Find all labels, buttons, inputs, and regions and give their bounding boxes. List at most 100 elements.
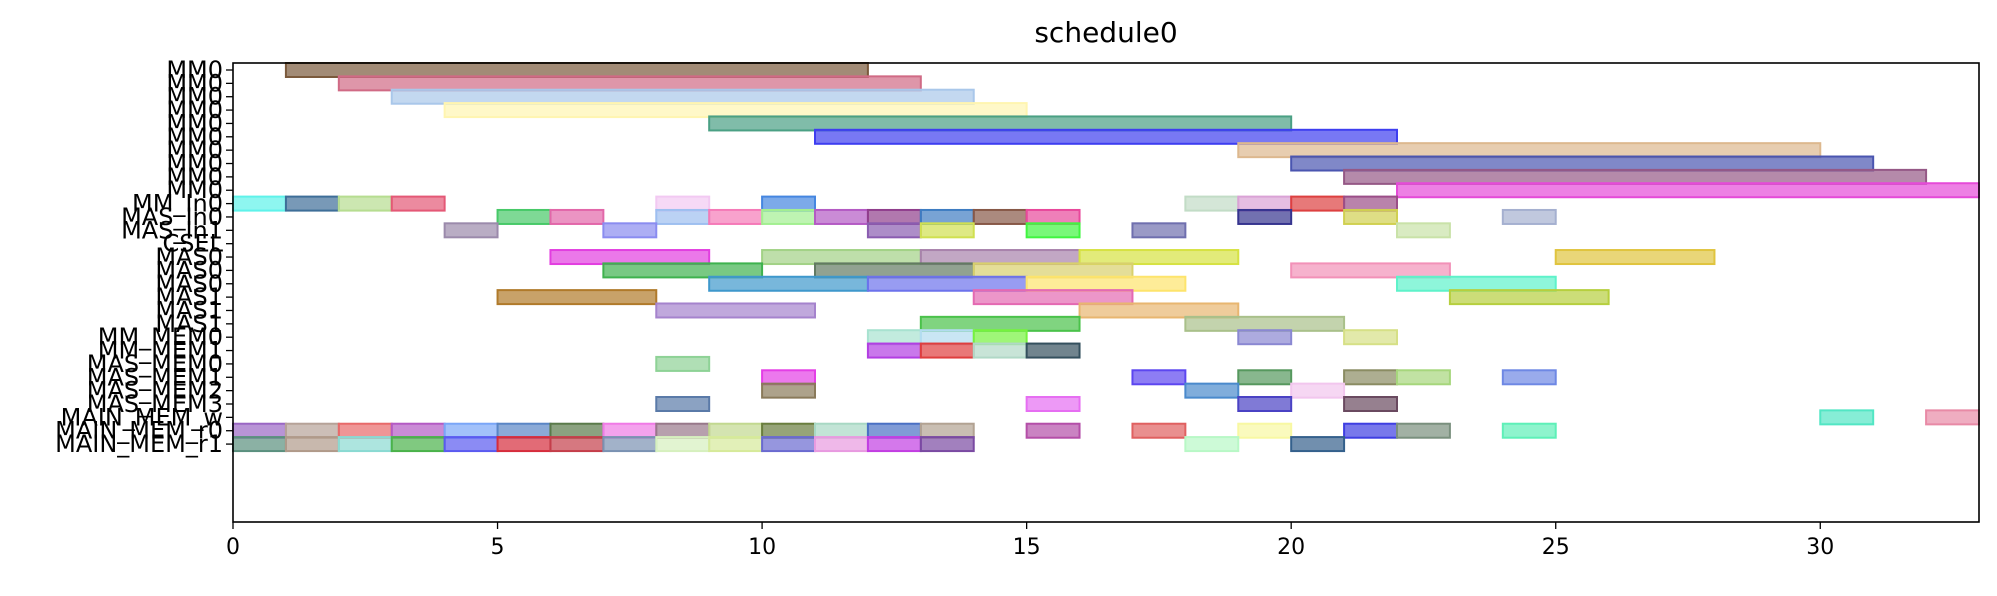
gantt-bar [814,436,869,453]
gantt-bar [972,342,1028,359]
y-tick-label: MM0 [166,109,223,137]
gantt-bar [866,329,922,346]
gantt-bar [761,208,816,225]
gantt-bar [602,422,658,439]
gantt-bar [496,289,658,306]
plot-frame [232,62,1980,523]
gantt-bar [1396,422,1451,439]
gantt-bar [866,422,922,439]
x-tick-label: 0 [226,535,240,560]
y-tick-label: MM0 [166,96,223,124]
gantt-bar [919,436,975,453]
gantt-bar [496,208,552,225]
gantt-bar [1237,422,1293,439]
gantt-bar [549,249,711,266]
gantt-bar [1025,342,1081,359]
gantt-bar [866,208,922,225]
gantt-bar [919,342,975,359]
y-tick-label: MM0 [166,163,223,191]
gantt-bar [1925,409,1981,426]
gantt-bar [919,208,975,225]
gantt-bar [919,422,975,439]
gantt-bar [866,275,1028,292]
gantt-bar [496,436,552,453]
gantt-bar [1290,436,1346,453]
gantt-bar [972,289,1134,306]
gantt-bar [1819,409,1875,426]
gantt-bar [814,128,1398,145]
bars-layer [232,62,1981,453]
gantt-bar [761,249,922,266]
y-tick-label: MAS1 [155,283,223,311]
gantt-bar [761,436,816,453]
gantt-bar [1184,315,1346,332]
gantt-bar [655,302,816,319]
gantt-bar [708,275,869,292]
gantt-bar [549,208,605,225]
y-tick-label: MAS1 [155,296,223,324]
gantt-bar [1290,262,1451,279]
gantt-bar [1237,396,1293,412]
y-tick-label: MAS0 [155,243,223,271]
gantt-bar [1448,289,1610,306]
y-tick-label: MAS_MEM1 [87,363,223,391]
gantt-bar [814,208,869,225]
y-tick-label: MAS0 [155,256,223,284]
gantt-bar [1237,208,1293,225]
chart-title: schedule0 [1034,16,1177,49]
gantt-bar [549,422,605,439]
gantt-bar [1343,369,1399,386]
gantt-bar [1343,195,1399,212]
gantt-bar [761,382,816,399]
gantt-bar [390,88,975,105]
gantt-bar [284,62,869,78]
gantt-bar [1131,369,1187,386]
gantt-bar [337,436,393,453]
y-tick-label: MM0 [166,136,223,164]
gantt-bar [1501,369,1557,386]
gantt-bar [1025,396,1081,412]
gantt-bar [1025,222,1081,239]
gantt-bar [972,208,1028,225]
gantt-bar [708,208,764,225]
y-tick-label: MAS_In0 [121,203,223,231]
gantt-bar [1184,382,1240,399]
gantt-bar [337,75,922,92]
gantt-bar [1237,369,1293,386]
gantt-bar [443,422,499,439]
gantt-bar [1501,422,1557,439]
y-tick-label: MAS_MEM3 [87,390,223,418]
gantt-bar [1131,222,1187,239]
gantt-bar [761,369,816,386]
gantt-bar [549,436,605,453]
gantt-bar [866,436,922,453]
x-ticks: 0 5 10 15 20 25 30 [226,522,1834,560]
gantt-bar [1501,208,1557,225]
gantt-bar [708,422,764,439]
gantt-bar [919,315,1081,332]
gantt-bar [761,422,816,439]
gantt-bar [1290,382,1346,399]
gantt-bar [655,208,711,225]
gantt-bar [708,115,1293,132]
gantt-bar [602,262,764,279]
gantt-bar [655,396,711,412]
gantt-bar [1078,249,1240,266]
y-tick-label: MM0 [166,176,223,204]
gantt-bar [284,422,340,439]
gantt-bar [1184,436,1240,453]
gantt-bar [1237,329,1293,346]
gantt-bar [443,102,1028,119]
gantt-bar [1078,302,1240,319]
gantt-bar [655,436,711,453]
gantt-bar [1554,249,1716,266]
gantt-bar [972,262,1134,279]
gantt-bar [390,422,446,439]
gantt-bar [972,329,1028,346]
gantt-bar [1343,168,1928,185]
y-tick-label: CSEL [162,230,223,258]
gantt-bar [919,329,975,346]
gantt-bar [284,436,340,453]
gantt-bar [1396,369,1451,386]
